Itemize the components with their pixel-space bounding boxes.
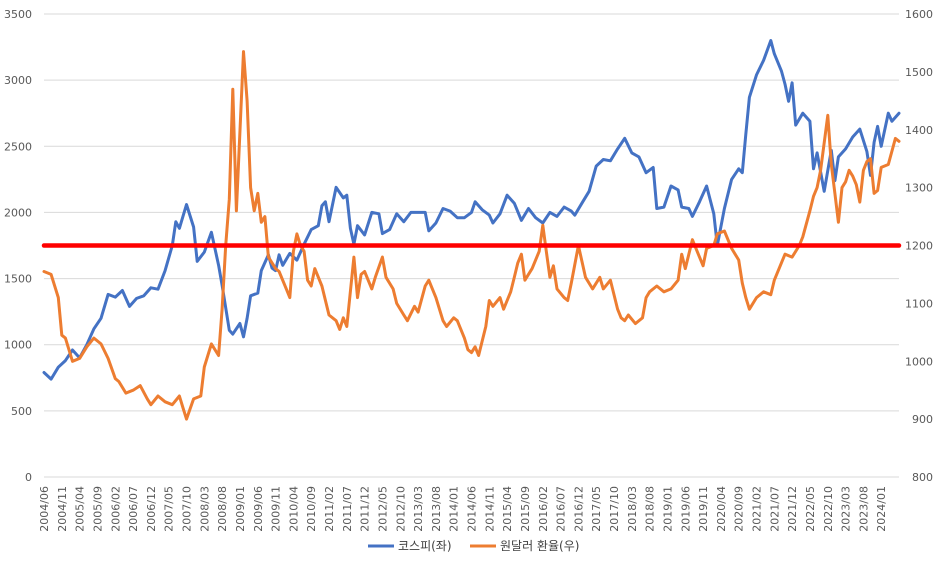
x-tick-label: 2015/04 bbox=[501, 486, 514, 532]
x-tick-label: 2017/10 bbox=[608, 486, 621, 532]
x-tick-label: 2005/09 bbox=[91, 486, 104, 532]
left-tick-label: 3000 bbox=[4, 74, 32, 87]
x-tick-label: 2007/10 bbox=[181, 486, 194, 532]
x-tick-label: 2015/09 bbox=[519, 486, 532, 532]
x-tick-label: 2014/06 bbox=[466, 486, 479, 532]
x-tick-label: 2012/10 bbox=[394, 486, 407, 532]
left-tick-label: 0 bbox=[25, 471, 32, 484]
x-tick-label: 2014/01 bbox=[448, 486, 461, 532]
x-tick-label: 2009/11 bbox=[270, 486, 283, 532]
x-tick-label: 2018/03 bbox=[626, 486, 639, 532]
right-tick-label: 1100 bbox=[905, 297, 933, 310]
x-tick-label: 2008/03 bbox=[198, 486, 211, 532]
x-tick-label: 2019/06 bbox=[679, 486, 692, 532]
x-tick-label: 2004/11 bbox=[56, 486, 69, 532]
right-tick-label: 800 bbox=[912, 471, 933, 484]
x-tick-label: 2008/08 bbox=[216, 486, 229, 532]
x-tick-label: 2007/05 bbox=[163, 486, 176, 532]
kospi-series-line bbox=[42, 39, 901, 381]
x-tick-label: 2021/02 bbox=[751, 486, 764, 532]
left-tick-label: 1500 bbox=[4, 273, 32, 286]
legend-label: 원달러 환율(우) bbox=[500, 539, 579, 553]
right-tick-label: 900 bbox=[912, 413, 933, 426]
right-tick-label: 1600 bbox=[905, 8, 933, 21]
x-tick-label: 2006/12 bbox=[145, 486, 158, 532]
x-tick-label: 2016/07 bbox=[555, 486, 568, 532]
x-axis-ticks: 2004/06 2004/11 2005/04 2005/09 2006/02 2006/… bbox=[38, 486, 888, 532]
x-tick-label: 2018/08 bbox=[644, 486, 657, 532]
x-tick-label: 2013/08 bbox=[430, 486, 443, 532]
x-tick-label: 2020/04 bbox=[715, 486, 728, 532]
legend: 코스피(좌) 원달러 환율(우) bbox=[368, 539, 579, 553]
x-tick-label: 2023/08 bbox=[857, 486, 870, 532]
x-tick-label: 2022/10 bbox=[822, 486, 835, 532]
x-tick-label: 2011/02 bbox=[323, 486, 336, 532]
right-tick-label: 1200 bbox=[905, 240, 933, 253]
x-tick-label: 2016/02 bbox=[537, 486, 550, 532]
series-layer bbox=[41, 39, 902, 421]
left-tick-label: 2000 bbox=[4, 206, 32, 219]
x-tick-label: 2019/11 bbox=[697, 486, 710, 532]
x-tick-label: 2005/04 bbox=[74, 486, 87, 532]
left-tick-label: 2500 bbox=[4, 140, 32, 153]
x-tick-label: 2011/12 bbox=[359, 486, 372, 532]
x-tick-label: 2012/05 bbox=[376, 486, 389, 532]
right-tick-label: 1400 bbox=[905, 124, 933, 137]
x-tick-label: 2014/11 bbox=[483, 486, 496, 532]
left-tick-label: 1000 bbox=[4, 339, 32, 352]
x-tick-label: 2009/06 bbox=[252, 486, 265, 532]
right-tick-label: 1300 bbox=[905, 182, 933, 195]
legend-label: 코스피(좌) bbox=[398, 539, 452, 553]
x-tick-label: 2006/02 bbox=[109, 486, 122, 532]
x-tick-label: 2010/09 bbox=[305, 486, 318, 532]
x-tick-label: 2021/12 bbox=[786, 486, 799, 532]
left-tick-label: 500 bbox=[11, 405, 32, 418]
left-axis-ticks: 0 500 1000 1500 2000 2500 3000 3500 bbox=[4, 8, 32, 484]
right-tick-label: 1500 bbox=[905, 66, 933, 79]
x-tick-label: 2022/05 bbox=[804, 486, 817, 532]
x-tick-label: 2013/03 bbox=[412, 486, 425, 532]
x-tick-label: 2016/12 bbox=[572, 486, 585, 532]
x-tick-label: 2023/03 bbox=[840, 486, 853, 532]
x-tick-label: 2006/07 bbox=[127, 486, 140, 532]
x-tick-label: 2021/07 bbox=[768, 486, 781, 532]
x-tick-label: 2009/01 bbox=[234, 486, 247, 532]
x-tick-label: 2004/06 bbox=[38, 486, 51, 532]
x-tick-label: 2019/01 bbox=[661, 486, 674, 532]
x-tick-label: 2017/05 bbox=[590, 486, 603, 532]
x-tick-label: 2011/07 bbox=[341, 486, 354, 532]
usdkrw-series-line bbox=[42, 50, 901, 421]
right-axis-ticks: 800 900 1000 1100 1200 1300 1400 1500 1600 bbox=[905, 8, 933, 484]
x-tick-label: 2010/04 bbox=[287, 486, 300, 532]
left-tick-label: 3500 bbox=[4, 8, 32, 21]
right-tick-label: 1000 bbox=[905, 355, 933, 368]
x-tick-label: 2020/09 bbox=[733, 486, 746, 532]
x-tick-label: 2024/01 bbox=[875, 486, 888, 532]
